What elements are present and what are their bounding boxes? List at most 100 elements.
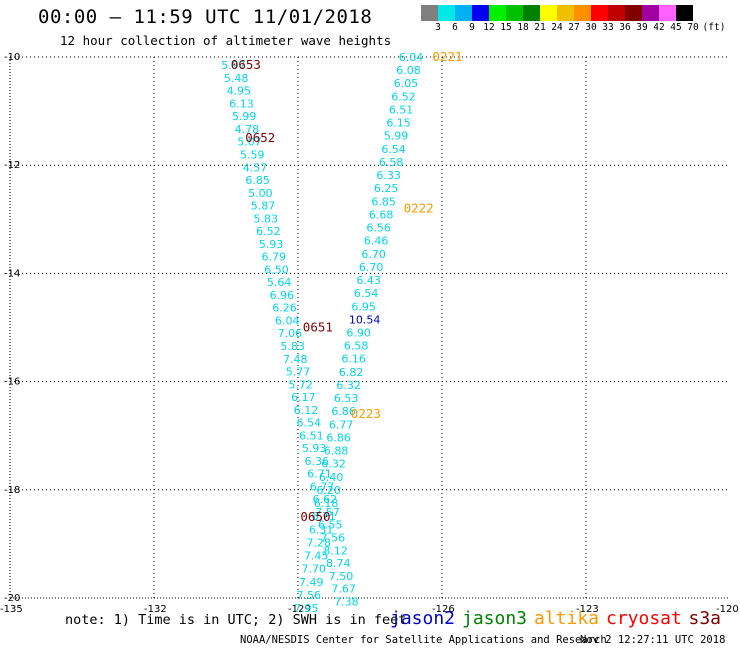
satellite-legend-item: cryosat [606,608,682,629]
wave-height-label: 6.71 [307,468,332,481]
wave-height-label: 7.67 [331,583,356,596]
wave-height-label: 7.06 [278,327,303,340]
units-note: note: 1) Time is in UTC; 2) SWH is in fe… [65,612,407,628]
pass-time-tag: 0650 [300,509,330,524]
scale-swatch [642,5,659,21]
credit-line: NOAA/NESDIS Center for Satellite Applica… [240,634,607,646]
scale-swatch [523,5,540,21]
wave-height-label: 6.62 [313,493,338,506]
page-title: 00:00 – 11:59 UTC 11/01/2018 [38,6,373,28]
wave-height-label: 7.48 [283,353,308,366]
wave-height-label: 5.93 [302,442,327,455]
wave-height-label: 6.26 [272,302,297,315]
scale-label: 15 [500,22,512,33]
scale-swatch [625,5,642,21]
wave-height-label: 6.77 [310,480,335,493]
scale-label: 9 [469,22,475,33]
scale-swatch [489,5,506,21]
scale-label: 24 [551,22,563,33]
scale-swatch [438,5,455,21]
page-subtitle: 12 hour collection of altimeter wave hei… [60,33,392,48]
lat-tick-label: -20 [4,593,20,604]
wave-height-label: 7.57 [315,506,340,519]
wave-height-label: 6.52 [391,90,416,103]
wave-height-label: 6.54 [296,417,321,430]
wave-height-label: 6.88 [324,445,349,458]
scale-label: 12 [483,22,495,33]
color-scale-swatches [421,5,740,21]
scale-swatch [608,5,625,21]
wave-height-label: 6.56 [366,222,391,235]
wave-height-label: 6.51 [389,103,414,116]
scale-label: 3 [435,22,441,33]
wave-height-label: 6.17 [291,391,316,404]
wave-height-label: 6.40 [319,471,344,484]
wave-height-label: 6.32 [336,379,361,392]
wave-height-label: 6.04 [275,314,300,327]
lon-tick-label: -129 [288,604,311,615]
wave-height-label: 6.12 [294,404,319,417]
scale-label: 42 [653,22,665,33]
wave-height-label: 4.95 [227,85,252,98]
wave-height-label: 7.49 [299,576,324,589]
scale-swatch [455,5,472,21]
wave-height-label: 6.25 [374,182,399,195]
scale-label: 33 [602,22,614,33]
scale-label: 21 [534,22,546,33]
wave-height-label: 6.90 [346,327,371,340]
scale-label: 39 [636,22,648,33]
wave-height-label: 6.31 [309,523,334,536]
scale-swatch [540,5,557,21]
scale-swatch [421,5,438,21]
lat-tick-label: -16 [4,377,20,388]
scale-label: (ft) [702,22,726,33]
scale-label: 70 [687,22,699,33]
lon-tick-label: -123 [576,604,599,615]
lat-tick-label: -14 [4,268,20,279]
satellite-legend-item: s3a [688,608,722,629]
wave-height-label: 6.58 [379,156,404,169]
lon-tick-label: -120 [716,604,739,615]
satellite-legend-item: jason3 [462,608,528,629]
lon-tick-label: -135 [0,604,23,615]
wave-height-label: 5.77 [286,366,311,379]
wave-height-label: 6.16 [341,353,366,366]
pass-time-tag: 0221 [432,49,462,64]
wave-height-label: 5.87 [251,200,276,213]
scale-swatch [557,5,574,21]
pass-time-tag: 0653 [231,57,261,72]
scale-swatch [506,5,523,21]
wave-height-label: 7.56 [296,589,321,602]
wave-height-label: 5.93 [259,238,284,251]
wave-height-label: 5.64 [267,276,292,289]
wave-height-label: 6.96 [270,289,295,302]
wave-height-label: 6.52 [256,225,281,238]
satellite-legend-item: altika [534,608,600,629]
wave-height-label: 6.50 [264,263,289,276]
wave-height-label: 6.70 [361,248,386,261]
wave-height-label: 5.83 [280,340,305,353]
scale-label: 18 [517,22,529,33]
lon-tick-label: -126 [432,604,455,615]
wave-height-label: 6.43 [356,274,381,287]
wave-height-label: 8.12 [323,544,348,557]
wave-height-label: 10.54 [349,313,381,326]
wave-height-label: 7.45 [304,550,329,563]
scale-swatch [574,5,591,21]
pass-time-tag: 0223 [351,406,381,421]
wave-height-label: 5.07 [237,136,262,149]
scale-swatch [659,5,676,21]
wave-height-label: 6.77 [329,418,354,431]
wave-height-label: 6.32 [321,458,346,471]
wave-height-label: 7.70 [301,563,326,576]
wave-height-label: 6.46 [364,235,389,248]
lon-tick-label: -132 [144,604,167,615]
scale-label: 30 [585,22,597,33]
wave-height-label: 6.68 [369,208,394,221]
wave-height-label: 6.82 [339,366,364,379]
wave-height-label: 6.70 [359,261,384,274]
wave-height-label: 6.79 [262,251,287,264]
wave-height-label: 6.36 [305,455,330,468]
scale-swatch [472,5,489,21]
